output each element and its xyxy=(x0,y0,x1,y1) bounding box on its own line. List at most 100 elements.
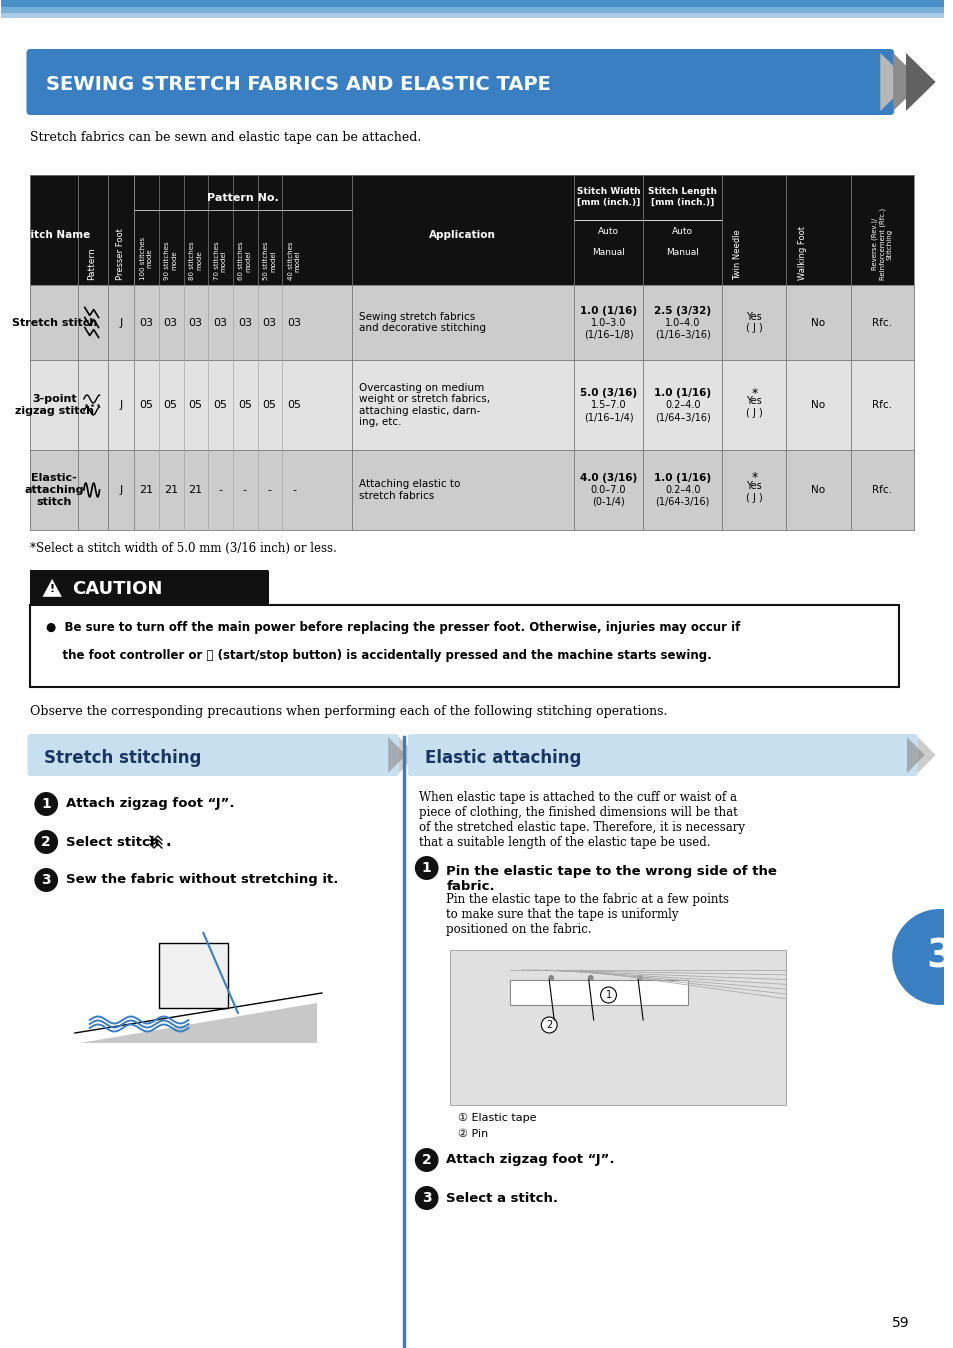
Text: Walking Foot: Walking Foot xyxy=(797,226,806,280)
Text: 05: 05 xyxy=(213,400,227,410)
FancyBboxPatch shape xyxy=(30,284,913,360)
Text: Pattern: Pattern xyxy=(87,247,96,280)
Text: 3-point
zigzag stitch: 3-point zigzag stitch xyxy=(14,394,93,415)
Text: Rfc.: Rfc. xyxy=(871,485,891,495)
Polygon shape xyxy=(880,53,909,111)
FancyBboxPatch shape xyxy=(408,735,917,776)
Text: Observe the corresponding precautions when performing each of the following stit: Observe the corresponding precautions wh… xyxy=(30,705,667,718)
Text: Pattern No.: Pattern No. xyxy=(207,193,278,204)
Text: 1: 1 xyxy=(421,861,431,875)
FancyBboxPatch shape xyxy=(450,950,785,1105)
Text: 05: 05 xyxy=(139,400,152,410)
Polygon shape xyxy=(917,737,935,772)
Text: (1/16–3/16): (1/16–3/16) xyxy=(654,329,710,340)
Text: Auto

Manual: Auto Manual xyxy=(665,226,699,257)
Text: Stitch Length
[mm (inch.)]: Stitch Length [mm (inch.)] xyxy=(647,187,717,206)
Text: Sew the fabric without stretching it.: Sew the fabric without stretching it. xyxy=(66,874,338,887)
Circle shape xyxy=(891,909,953,1006)
Text: 1.0 (1/16): 1.0 (1/16) xyxy=(579,306,637,315)
Text: 03: 03 xyxy=(287,318,301,328)
FancyBboxPatch shape xyxy=(1,13,943,18)
Circle shape xyxy=(548,975,554,981)
Polygon shape xyxy=(267,570,292,605)
Text: 2: 2 xyxy=(421,1153,431,1167)
Text: Stretch fabrics can be sewn and elastic tape can be attached.: Stretch fabrics can be sewn and elastic … xyxy=(30,131,421,144)
Text: Elastic attaching: Elastic attaching xyxy=(424,749,580,767)
Text: Auto

Manual: Auto Manual xyxy=(592,226,624,257)
Text: Presser Foot: Presser Foot xyxy=(115,228,125,280)
Text: 70 stitches
model: 70 stitches model xyxy=(213,241,227,280)
Polygon shape xyxy=(398,737,416,772)
FancyBboxPatch shape xyxy=(30,570,267,605)
Text: 21: 21 xyxy=(188,485,202,495)
Text: ●  Be sure to turn off the main power before replacing the presser foot. Otherwi: ● Be sure to turn off the main power bef… xyxy=(46,621,740,634)
Text: No: No xyxy=(811,318,824,328)
Text: 59: 59 xyxy=(891,1316,909,1330)
FancyBboxPatch shape xyxy=(30,605,898,687)
Text: J: J xyxy=(119,318,122,328)
Text: 03: 03 xyxy=(164,318,177,328)
Text: 3: 3 xyxy=(925,938,952,976)
Text: 0.2–4.0: 0.2–4.0 xyxy=(664,400,700,410)
Text: -: - xyxy=(292,485,296,495)
Text: 50 stitches
model: 50 stitches model xyxy=(263,241,275,280)
Text: 03: 03 xyxy=(237,318,252,328)
Text: 100 stitches
mode: 100 stitches mode xyxy=(139,237,152,280)
Circle shape xyxy=(34,793,58,816)
Polygon shape xyxy=(906,737,923,772)
Text: 2: 2 xyxy=(545,1020,552,1030)
Text: (0-1/4): (0-1/4) xyxy=(592,497,624,507)
Text: Select stitch: Select stitch xyxy=(66,836,159,848)
Text: 90 stitches
mode: 90 stitches mode xyxy=(164,241,177,280)
Text: (1/64–3/16): (1/64–3/16) xyxy=(654,412,710,422)
Text: 05: 05 xyxy=(237,400,252,410)
Text: Attach zigzag foot “J”.: Attach zigzag foot “J”. xyxy=(66,798,234,810)
Text: 03: 03 xyxy=(262,318,276,328)
Text: 1.0–4.0: 1.0–4.0 xyxy=(664,318,700,328)
Text: Pin the elastic tape to the fabric at a few points
to make sure that the tape is: Pin the elastic tape to the fabric at a … xyxy=(446,892,729,936)
Circle shape xyxy=(34,868,58,892)
Circle shape xyxy=(637,975,642,981)
Text: ① Elastic tape: ① Elastic tape xyxy=(457,1113,537,1123)
FancyBboxPatch shape xyxy=(1,7,943,13)
Text: -: - xyxy=(267,485,272,495)
Polygon shape xyxy=(905,53,935,111)
FancyBboxPatch shape xyxy=(509,980,687,1006)
Circle shape xyxy=(34,830,58,855)
Text: 03: 03 xyxy=(189,318,202,328)
Text: 21: 21 xyxy=(164,485,177,495)
Text: Yes
( J ): Yes ( J ) xyxy=(745,311,761,333)
Text: (1/16–1/8): (1/16–1/8) xyxy=(583,329,633,340)
Text: Rfc.: Rfc. xyxy=(871,400,891,410)
Text: SEWING STRETCH FABRICS AND ELASTIC TAPE: SEWING STRETCH FABRICS AND ELASTIC TAPE xyxy=(46,74,551,93)
Text: 05: 05 xyxy=(164,400,177,410)
FancyBboxPatch shape xyxy=(269,570,898,605)
Text: 4.0 (3/16): 4.0 (3/16) xyxy=(579,473,637,483)
Text: 1: 1 xyxy=(605,989,611,1000)
Text: 1: 1 xyxy=(41,797,51,811)
Text: 1.0–3.0: 1.0–3.0 xyxy=(590,318,625,328)
Text: 3: 3 xyxy=(421,1192,431,1205)
Polygon shape xyxy=(80,1003,316,1043)
Text: 21: 21 xyxy=(139,485,152,495)
Text: 40 stitches
model: 40 stitches model xyxy=(288,241,300,280)
Text: -: - xyxy=(218,485,222,495)
Text: 1.0 (1/16): 1.0 (1/16) xyxy=(654,473,711,483)
Text: -: - xyxy=(243,485,247,495)
Text: Stitch Name: Stitch Name xyxy=(18,231,91,240)
Text: 05: 05 xyxy=(262,400,276,410)
Text: (1/64-3/16): (1/64-3/16) xyxy=(655,497,709,507)
Polygon shape xyxy=(388,737,406,772)
Circle shape xyxy=(587,975,593,981)
Text: No: No xyxy=(811,485,824,495)
Text: 0.0–7.0: 0.0–7.0 xyxy=(590,485,625,495)
Text: the foot controller or ⓘ (start/stop button) is accidentally pressed and the mac: the foot controller or ⓘ (start/stop but… xyxy=(46,648,711,662)
Text: Stitch Width
[mm (inch.)]: Stitch Width [mm (inch.)] xyxy=(577,187,639,206)
Text: Rfc.: Rfc. xyxy=(871,318,891,328)
Text: 5.0 (3/16): 5.0 (3/16) xyxy=(579,388,637,398)
Text: *Select a stitch width of 5.0 mm (3/16 inch) or less.: *Select a stitch width of 5.0 mm (3/16 i… xyxy=(30,542,336,555)
Text: 05: 05 xyxy=(287,400,301,410)
Text: Select a stitch.: Select a stitch. xyxy=(446,1192,558,1205)
Text: Sewing stretch fabrics
and decorative stitching: Sewing stretch fabrics and decorative st… xyxy=(359,311,486,333)
Text: Application: Application xyxy=(429,231,496,240)
